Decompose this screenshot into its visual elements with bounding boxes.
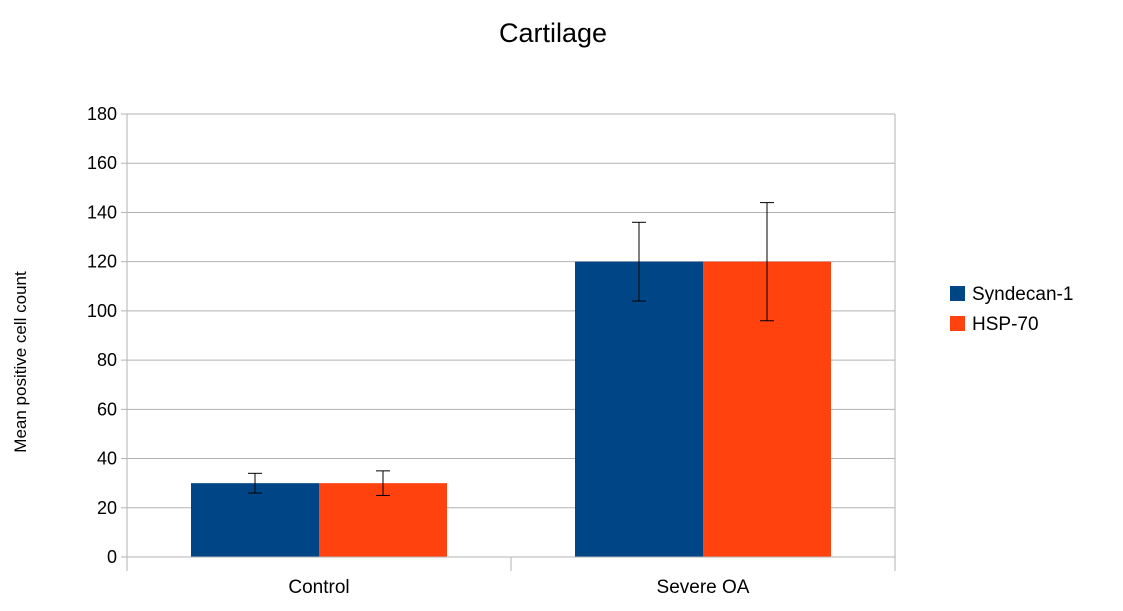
y-tick-label: 160: [87, 153, 117, 173]
axes: 0 20 40 60 80 100 120 140 160 180 Control Severe OA: [87, 104, 896, 598]
legend-swatch: [950, 316, 965, 331]
y-tick-label: 20: [97, 498, 117, 518]
legend-label: HSP-70: [972, 314, 1039, 335]
y-tick-label: 40: [97, 449, 117, 469]
y-tick-label: 80: [97, 350, 117, 370]
legend: Syndecan-1 HSP-70: [950, 284, 1073, 335]
y-tick-label: 0: [107, 547, 117, 567]
bar: [191, 483, 319, 557]
bar: [575, 261, 703, 557]
y-tick-label: 120: [87, 252, 117, 272]
error-bars: [248, 202, 774, 496]
y-tick-label: 140: [87, 202, 117, 222]
y-tick-label: 60: [97, 399, 117, 419]
legend-label: Syndecan-1: [972, 284, 1073, 305]
y-axis-label: Mean positive cell count: [11, 271, 30, 453]
y-tick-label: 100: [87, 301, 117, 321]
chart-title: Cartilage: [499, 18, 607, 48]
x-tick-label: Severe OA: [657, 577, 750, 598]
legend-swatch: [950, 286, 965, 301]
x-tick-label: Control: [288, 577, 349, 598]
y-tick-label: 180: [87, 104, 117, 124]
